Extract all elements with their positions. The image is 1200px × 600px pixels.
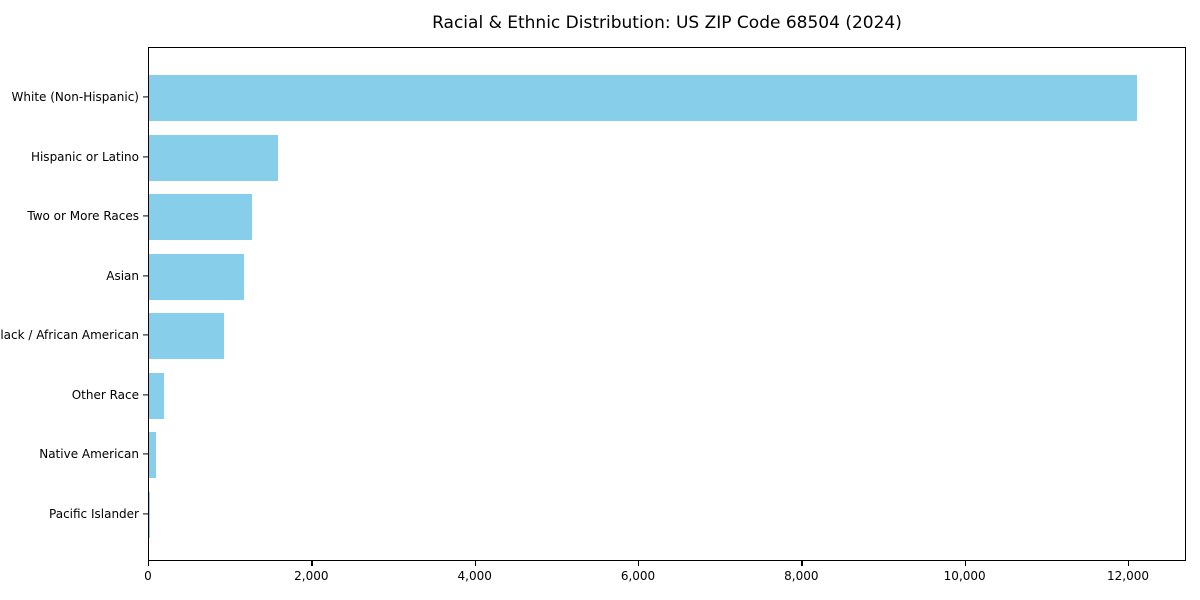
bar-hispanic-or-latino bbox=[149, 134, 279, 181]
bar-asian bbox=[149, 253, 244, 300]
y-tick-label-asian: Asian bbox=[106, 268, 139, 283]
bar-black-african-american bbox=[149, 313, 225, 359]
x-tick-mark bbox=[638, 561, 640, 566]
y-tick-label-white-non-hispanic: White (Non-Hispanic) bbox=[11, 90, 139, 104]
y-tick-label-two-or-more-races: Two or More Races bbox=[27, 209, 139, 223]
y-tick-label-pacific-islander: Pacific Islander bbox=[49, 506, 139, 521]
x-tick-label-8000: 8,000 bbox=[784, 569, 819, 583]
y-tick-mark bbox=[143, 96, 148, 98]
x-tick-label-12000: 12,000 bbox=[1107, 569, 1150, 583]
x-tick-mark bbox=[311, 561, 313, 566]
x-tick-mark bbox=[964, 561, 966, 566]
plot-area bbox=[148, 47, 1186, 561]
bar-white-non-hispanic bbox=[149, 75, 1138, 121]
chart-title: Racial & Ethnic Distribution: US ZIP Cod… bbox=[432, 13, 902, 33]
x-tick-label-10000: 10,000 bbox=[943, 569, 986, 583]
x-tick-mark bbox=[474, 561, 476, 566]
x-tick-mark bbox=[1128, 561, 1130, 566]
x-tick-mark bbox=[801, 561, 803, 566]
y-tick-label-black-african-american: Black / African American bbox=[0, 328, 139, 342]
bar-two-or-more-races bbox=[149, 194, 252, 240]
y-tick-mark bbox=[143, 274, 148, 277]
bar-other-race bbox=[149, 372, 164, 419]
x-tick-label-4000: 4,000 bbox=[457, 569, 492, 583]
x-tick-label-6000: 6,000 bbox=[620, 569, 656, 583]
x-tick-label-2000: 2,000 bbox=[294, 569, 329, 583]
bar-native-american bbox=[149, 432, 156, 478]
bar-pacific-islander bbox=[149, 491, 150, 538]
y-tick-mark bbox=[143, 215, 148, 217]
y-tick-label-native-american: Native American bbox=[39, 447, 139, 461]
y-tick-mark bbox=[143, 512, 148, 515]
y-tick-label-other-race: Other Race bbox=[71, 387, 139, 402]
x-tick-mark bbox=[148, 561, 150, 566]
y-tick-mark bbox=[143, 453, 148, 455]
y-tick-mark bbox=[143, 393, 148, 396]
y-tick-mark bbox=[143, 334, 148, 336]
x-tick-label-0: 0 bbox=[144, 569, 152, 583]
y-tick-label-hispanic-or-latino: Hispanic or Latino bbox=[30, 149, 139, 164]
y-tick-mark bbox=[143, 155, 148, 158]
